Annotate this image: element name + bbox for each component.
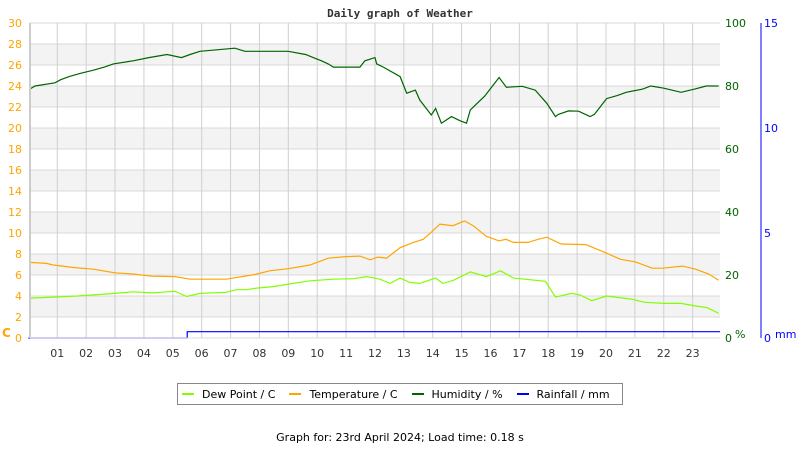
- x-tick-label: 02: [79, 347, 93, 360]
- x-tick-label: 18: [541, 347, 555, 360]
- legend-item-temperature: Temperature / C: [289, 387, 398, 401]
- humidity-tick-label: 60: [725, 143, 739, 156]
- x-tick-label: 14: [426, 347, 440, 360]
- left-tick-label: 26: [8, 59, 22, 72]
- rain-tick-label: 0: [764, 332, 771, 345]
- legend-label: Humidity / %: [431, 387, 503, 401]
- legend: Dew Point / C Temperature / C Humidity /…: [177, 383, 623, 405]
- humidity-axis-unit: %: [735, 328, 745, 341]
- footer-status: Graph for: 23rd April 2024; Load time: 0…: [276, 431, 524, 444]
- x-tick-label: 13: [397, 347, 411, 360]
- x-tick-label: 21: [628, 347, 642, 360]
- legend-label: Temperature / C: [309, 387, 398, 401]
- rain-tick-label: 5: [764, 227, 771, 240]
- left-tick-label: 22: [8, 101, 22, 114]
- left-axis-unit: C: [2, 326, 11, 340]
- legend-item-humidity: Humidity / %: [411, 387, 503, 401]
- x-tick-label: 06: [195, 347, 209, 360]
- legend-label: Rainfall / mm: [536, 387, 610, 401]
- x-tick-label: 10: [310, 347, 324, 360]
- weather-chart: 01 02 03 04 05 06 07 08 09 10 11 12 13 14 15 16 17 18 19 20…: [2, 7, 796, 360]
- x-tick-label: 23: [686, 347, 700, 360]
- dew-point-swatch: [182, 393, 194, 395]
- x-tick-label: 20: [599, 347, 613, 360]
- humidity-tick-label: 80: [725, 80, 739, 93]
- series-line-temperature: [29, 220, 719, 281]
- x-tick-label: 15: [455, 347, 469, 360]
- chart-title: Daily graph of Weather: [327, 7, 473, 20]
- left-tick-label: 28: [8, 38, 22, 51]
- x-tick-label: 17: [512, 347, 526, 360]
- x-tick-label: 09: [281, 347, 295, 360]
- humidity-tick-label: 100: [725, 17, 746, 30]
- series-line-dew: [29, 270, 719, 314]
- x-tick-label: 01: [50, 347, 64, 360]
- x-tick-label: 11: [339, 347, 353, 360]
- x-tick-label: 19: [570, 347, 584, 360]
- x-tick-label: 22: [657, 347, 671, 360]
- gridlines: [30, 22, 720, 338]
- temperature-swatch: [289, 393, 302, 395]
- x-tick-label: 03: [108, 347, 122, 360]
- left-tick-label: 4: [15, 290, 22, 303]
- rain-tick-label: 10: [764, 122, 778, 135]
- left-tick-label: 20: [8, 122, 22, 135]
- humidity-tick-label: 0: [725, 332, 732, 345]
- left-tick-label: 12: [8, 206, 22, 219]
- series-lines: [28, 47, 721, 339]
- left-tick-label: 14: [8, 185, 22, 198]
- left-tick-label: 30: [8, 17, 22, 30]
- humidity-swatch: [411, 393, 424, 395]
- humidity-tick-label: 20: [725, 269, 739, 282]
- x-tick-label: 04: [137, 347, 151, 360]
- rain-axis-unit: mm: [775, 328, 796, 341]
- axes: 01 02 03 04 05 06 07 08 09 10 11 12 13 14 15 16 17 18 19 20…: [2, 17, 796, 360]
- x-tick-label: 07: [224, 347, 238, 360]
- left-tick-label: 0: [15, 332, 22, 345]
- left-tick-label: 10: [8, 227, 22, 240]
- left-tick-label: 24: [8, 80, 22, 93]
- legend-label: Dew Point / C: [202, 387, 276, 401]
- legend-item-dew-point: Dew Point / C: [182, 388, 275, 401]
- legend-item-rainfall: Rainfall / mm: [516, 387, 610, 401]
- x-tick-label: 08: [252, 347, 266, 360]
- left-tick-label: 18: [8, 143, 22, 156]
- series-line-humidity: [29, 47, 719, 125]
- rain-tick-label: 15: [764, 17, 778, 30]
- x-tick-label: 12: [368, 347, 382, 360]
- left-tick-label: 2: [15, 311, 22, 324]
- x-tick-label: 05: [166, 347, 180, 360]
- x-tick-label: 16: [483, 347, 497, 360]
- rainfall-swatch: [516, 393, 529, 395]
- humidity-tick-label: 40: [725, 206, 739, 219]
- left-tick-label: 16: [8, 164, 22, 177]
- left-tick-label: 8: [15, 248, 22, 261]
- left-tick-label: 6: [15, 269, 22, 282]
